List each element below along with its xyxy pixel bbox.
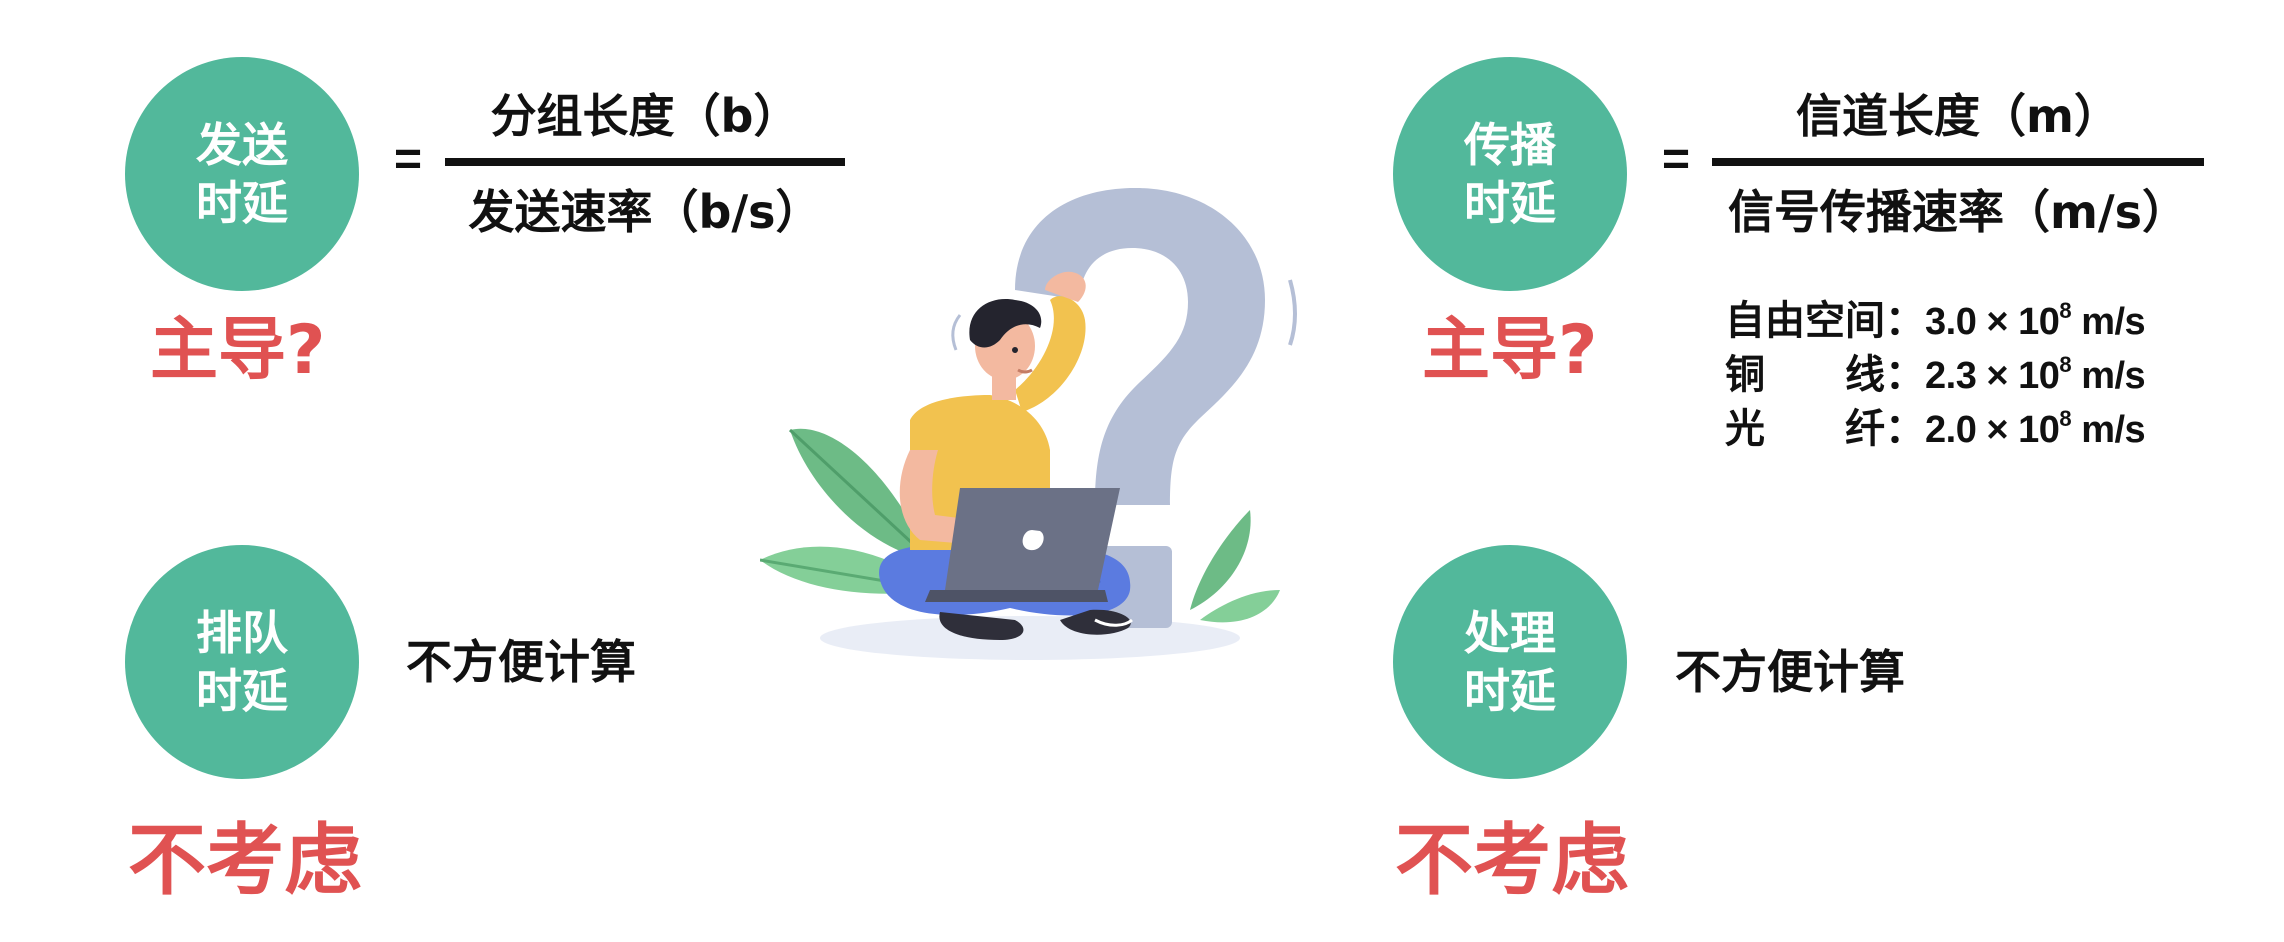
speed-label-char2: 纤 [1845, 406, 1885, 452]
queue-delay-circle-line1: 排队 [196, 606, 288, 660]
prop-delay-circle-line1: 传播 [1464, 118, 1556, 172]
queue-delay-note: 不方便计算 [406, 635, 636, 689]
proc-delay-verdict: 不考虑 [1395, 816, 1630, 906]
speed-label-char2: 线 [1845, 352, 1885, 398]
tx-delay-fraction-bar [445, 158, 845, 166]
speed-coef: 2.0 × 10 [1925, 409, 2060, 451]
speed-row-fiber: 光纤 ： 2.0 × 108 m/s [1725, 396, 2146, 452]
speed-value: 3.0 × 108 m/s [1925, 298, 2146, 344]
speed-value: 2.0 × 108 m/s [1925, 406, 2146, 452]
prop-delay-denominator: 信号传播速率（m/s） [1727, 185, 2189, 239]
speed-label: 光纤 [1725, 396, 1885, 454]
speed-unit: m/s [2071, 301, 2146, 343]
tx-delay-formula: 分组长度（b） 发送速率（b/s） [445, 86, 845, 242]
proc-delay-circle: 处理 时延 [1393, 545, 1627, 779]
tx-delay-circle: 发送 时延 [125, 57, 359, 291]
queue-delay-verdict: 不考虑 [128, 816, 363, 906]
speed-label-text: 自由空间 [1725, 298, 1885, 344]
tx-delay-circle-line2: 时延 [196, 176, 288, 230]
speed-exponent: 8 [2059, 298, 2072, 323]
prop-delay-circle-line2: 时延 [1464, 176, 1556, 230]
speed-colon: ： [1885, 298, 1925, 344]
speed-label-char1: 铜 [1725, 352, 1765, 398]
speed-exponent: 8 [2059, 406, 2072, 431]
speed-coef: 2.3 × 10 [1925, 355, 2060, 397]
speed-colon: ： [1885, 352, 1925, 398]
proc-delay-circle-line1: 处理 [1464, 606, 1556, 660]
speed-label: 自由空间 [1725, 288, 1885, 346]
prop-delay-numerator: 信道长度（m） [1796, 89, 2120, 143]
speed-unit: m/s [2071, 355, 2146, 397]
proc-delay-circle-line2: 时延 [1464, 664, 1556, 718]
tx-delay-equals: = [394, 133, 423, 186]
queue-delay-circle-line2: 时延 [196, 664, 288, 718]
speed-label-char1: 光 [1725, 406, 1765, 452]
tx-delay-circle-line1: 发送 [196, 118, 288, 172]
prop-delay-equals: = [1662, 133, 1691, 186]
speed-coef: 3.0 × 10 [1925, 301, 2060, 343]
tx-delay-denominator: 发送速率（b/s） [468, 185, 822, 239]
propagation-speed-list: 自由空间 ： 3.0 × 108 m/s 铜线 ： 2.3 × 108 m/s … [1725, 288, 2146, 452]
tx-delay-numerator: 分组长度（b） [490, 89, 800, 143]
prop-delay-circle: 传播 时延 [1393, 57, 1627, 291]
speed-colon: ： [1885, 406, 1925, 452]
speed-unit: m/s [2071, 409, 2146, 451]
speed-row-copper: 铜线 ： 2.3 × 108 m/s [1725, 342, 2146, 398]
speed-row-free-space: 自由空间 ： 3.0 × 108 m/s [1725, 288, 2146, 344]
thinking-person-icon [760, 188, 1297, 660]
speed-exponent: 8 [2059, 352, 2072, 377]
tx-delay-verdict: 主导? [150, 311, 326, 390]
queue-delay-circle: 排队 时延 [125, 545, 359, 779]
speed-label: 铜线 [1725, 342, 1885, 400]
prop-delay-verdict: 主导? [1422, 311, 1598, 390]
prop-delay-formula: 信道长度（m） 信号传播速率（m/s） [1712, 86, 2204, 242]
speed-value: 2.3 × 108 m/s [1925, 352, 2146, 398]
proc-delay-note: 不方便计算 [1675, 645, 1905, 699]
prop-delay-fraction-bar [1712, 158, 2204, 166]
